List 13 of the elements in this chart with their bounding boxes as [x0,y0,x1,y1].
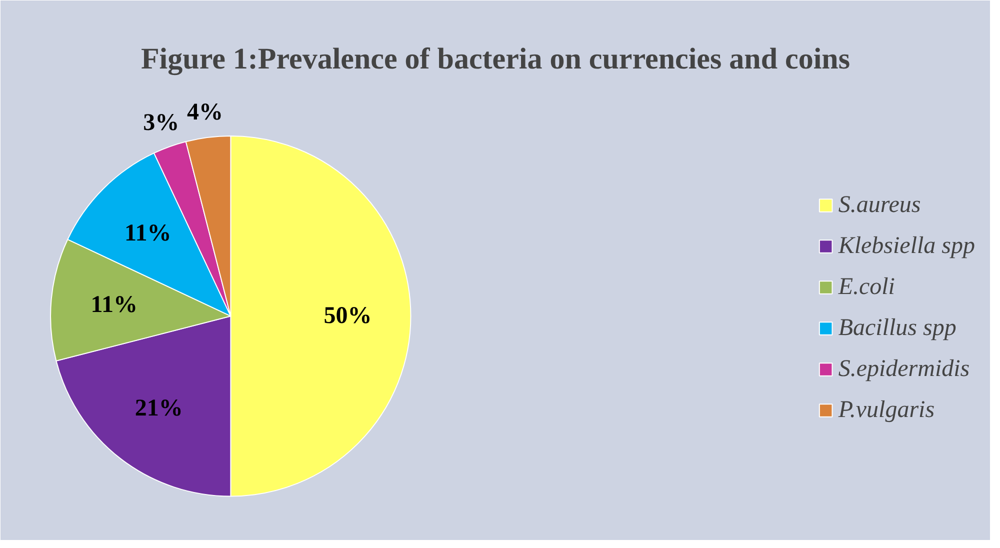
data-label: 50% [324,303,372,330]
legend-label: S.aureus [838,192,921,218]
data-label: 21% [134,395,183,422]
legend-label: E.coli [838,274,895,300]
data-label: 11% [90,292,138,318]
legend-label: Klebsiella spp [838,232,975,260]
data-label: 3% [143,110,180,136]
legend-label: Bacillus spp [838,314,956,342]
chart-title: Figure 1:Prevalence of bacteria on currencies and coins [140,42,850,76]
data-label: 4% [186,100,223,126]
data-label: 11% [124,220,172,246]
legend-label: S.epidermidis [838,356,970,382]
legend-label: P.vulgaris [838,396,935,424]
